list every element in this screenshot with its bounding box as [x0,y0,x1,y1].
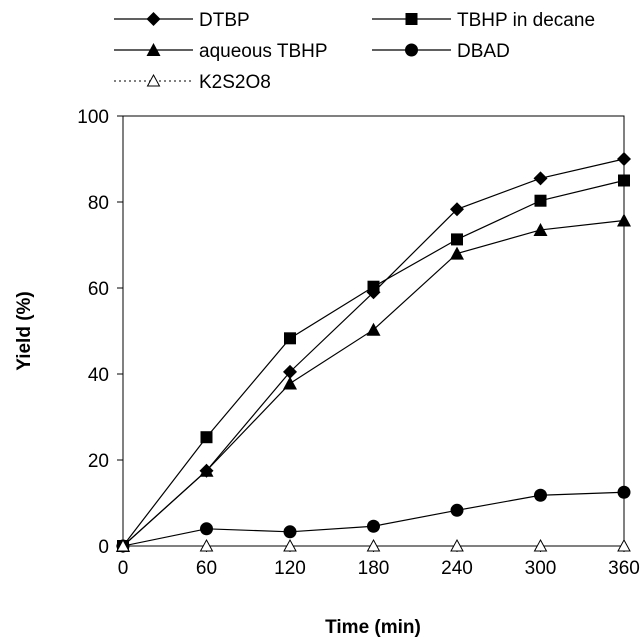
y-axis-title: Yield (%) [14,291,35,371]
data-point-dtbp [617,152,631,166]
series-k2s2o8 [116,538,631,552]
legend-label: TBHP in decane [457,10,595,31]
legend-label: aqueous TBHP [199,41,328,62]
y-tick-label: 20 [88,451,109,472]
x-axis-title: Time (min) [325,617,421,638]
data-point-tbhp-in-decane [618,174,630,187]
data-point-k2s2o8 [283,538,297,552]
y-tick-label: 0 [98,537,109,558]
data-point-dtbp [450,202,464,217]
legend-item-k2s2o8: K2S2O8 [114,72,271,93]
axis-ticks: 0 60 120 180 240 300 360 0 20 40 60 80 100 [77,107,640,579]
x-tick-label: 240 [441,558,473,579]
series-dbad [116,485,631,553]
data-point-k2s2o8 [450,538,464,552]
data-point-k2s2o8 [533,538,548,552]
data-point-dbad [450,503,464,517]
data-point-dbad [367,519,380,533]
data-point-aqueous-tbhp [199,463,214,477]
data-point-k2s2o8 [199,538,214,552]
data-point-dbad [534,488,547,502]
legend-marker [405,13,418,25]
data-point-k2s2o8 [116,538,130,552]
series-line-tbhp-in-decane [122,179,625,547]
legend-marker [146,43,161,56]
data-point-dtbp [533,171,548,186]
legend-label: DTBP [199,10,250,31]
x-tick-label: 180 [358,558,390,579]
x-tick-label: 60 [196,558,217,579]
data-point-dbad [200,522,213,536]
legend-marker [146,73,161,87]
data-point-k2s2o8 [366,538,381,552]
data-point-dbad [283,525,297,539]
data-point-tbhp-in-decane [284,332,296,345]
data-point-dtbp [283,364,297,379]
series-line-dtbp [122,158,625,547]
series-layer [116,152,631,553]
legend-label: DBAD [457,41,510,62]
x-tick-label: 0 [118,558,129,579]
data-point-aqueous-tbhp [450,246,464,260]
legend-marker [146,12,161,26]
data-point-tbhp-in-decane [534,194,547,207]
data-point-k2s2o8 [617,538,631,552]
series-tbhp-in-decane [117,174,630,552]
data-point-tbhp-in-decane [200,431,213,444]
y-tick-label: 100 [77,107,109,128]
data-point-dbad [617,485,631,499]
legend: DTBP TBHP in decane aqueous TBHP DBAD K2S2O8 [114,10,595,93]
y-tick-label: 80 [88,193,109,214]
y-tick-label: 60 [88,279,109,300]
series-line-aqueous-tbhp [122,219,625,547]
data-point-aqueous-tbhp [617,213,631,227]
x-tick-label: 300 [525,558,557,579]
legend-item-aqueous-tbhp: aqueous TBHP [114,41,328,62]
legend-marker [405,43,418,57]
legend-item-dtbp: DTBP [114,10,250,31]
x-tick-label: 120 [274,558,306,579]
legend-item-dbad: DBAD [372,41,510,62]
series-dtbp [116,152,631,553]
data-point-aqueous-tbhp [366,322,381,336]
series-line-dbad [122,491,625,547]
legend-item-tbhp-in-decane: TBHP in decane [372,10,595,31]
data-point-tbhp-in-decane [367,280,380,293]
data-point-aqueous-tbhp [283,376,297,390]
series-aqueous-tbhp [116,213,631,552]
x-tick-label: 360 [608,558,640,579]
y-tick-label: 40 [88,365,109,386]
data-point-tbhp-in-decane [451,233,463,246]
data-point-aqueous-tbhp [533,222,548,236]
legend-label: K2S2O8 [199,72,271,93]
